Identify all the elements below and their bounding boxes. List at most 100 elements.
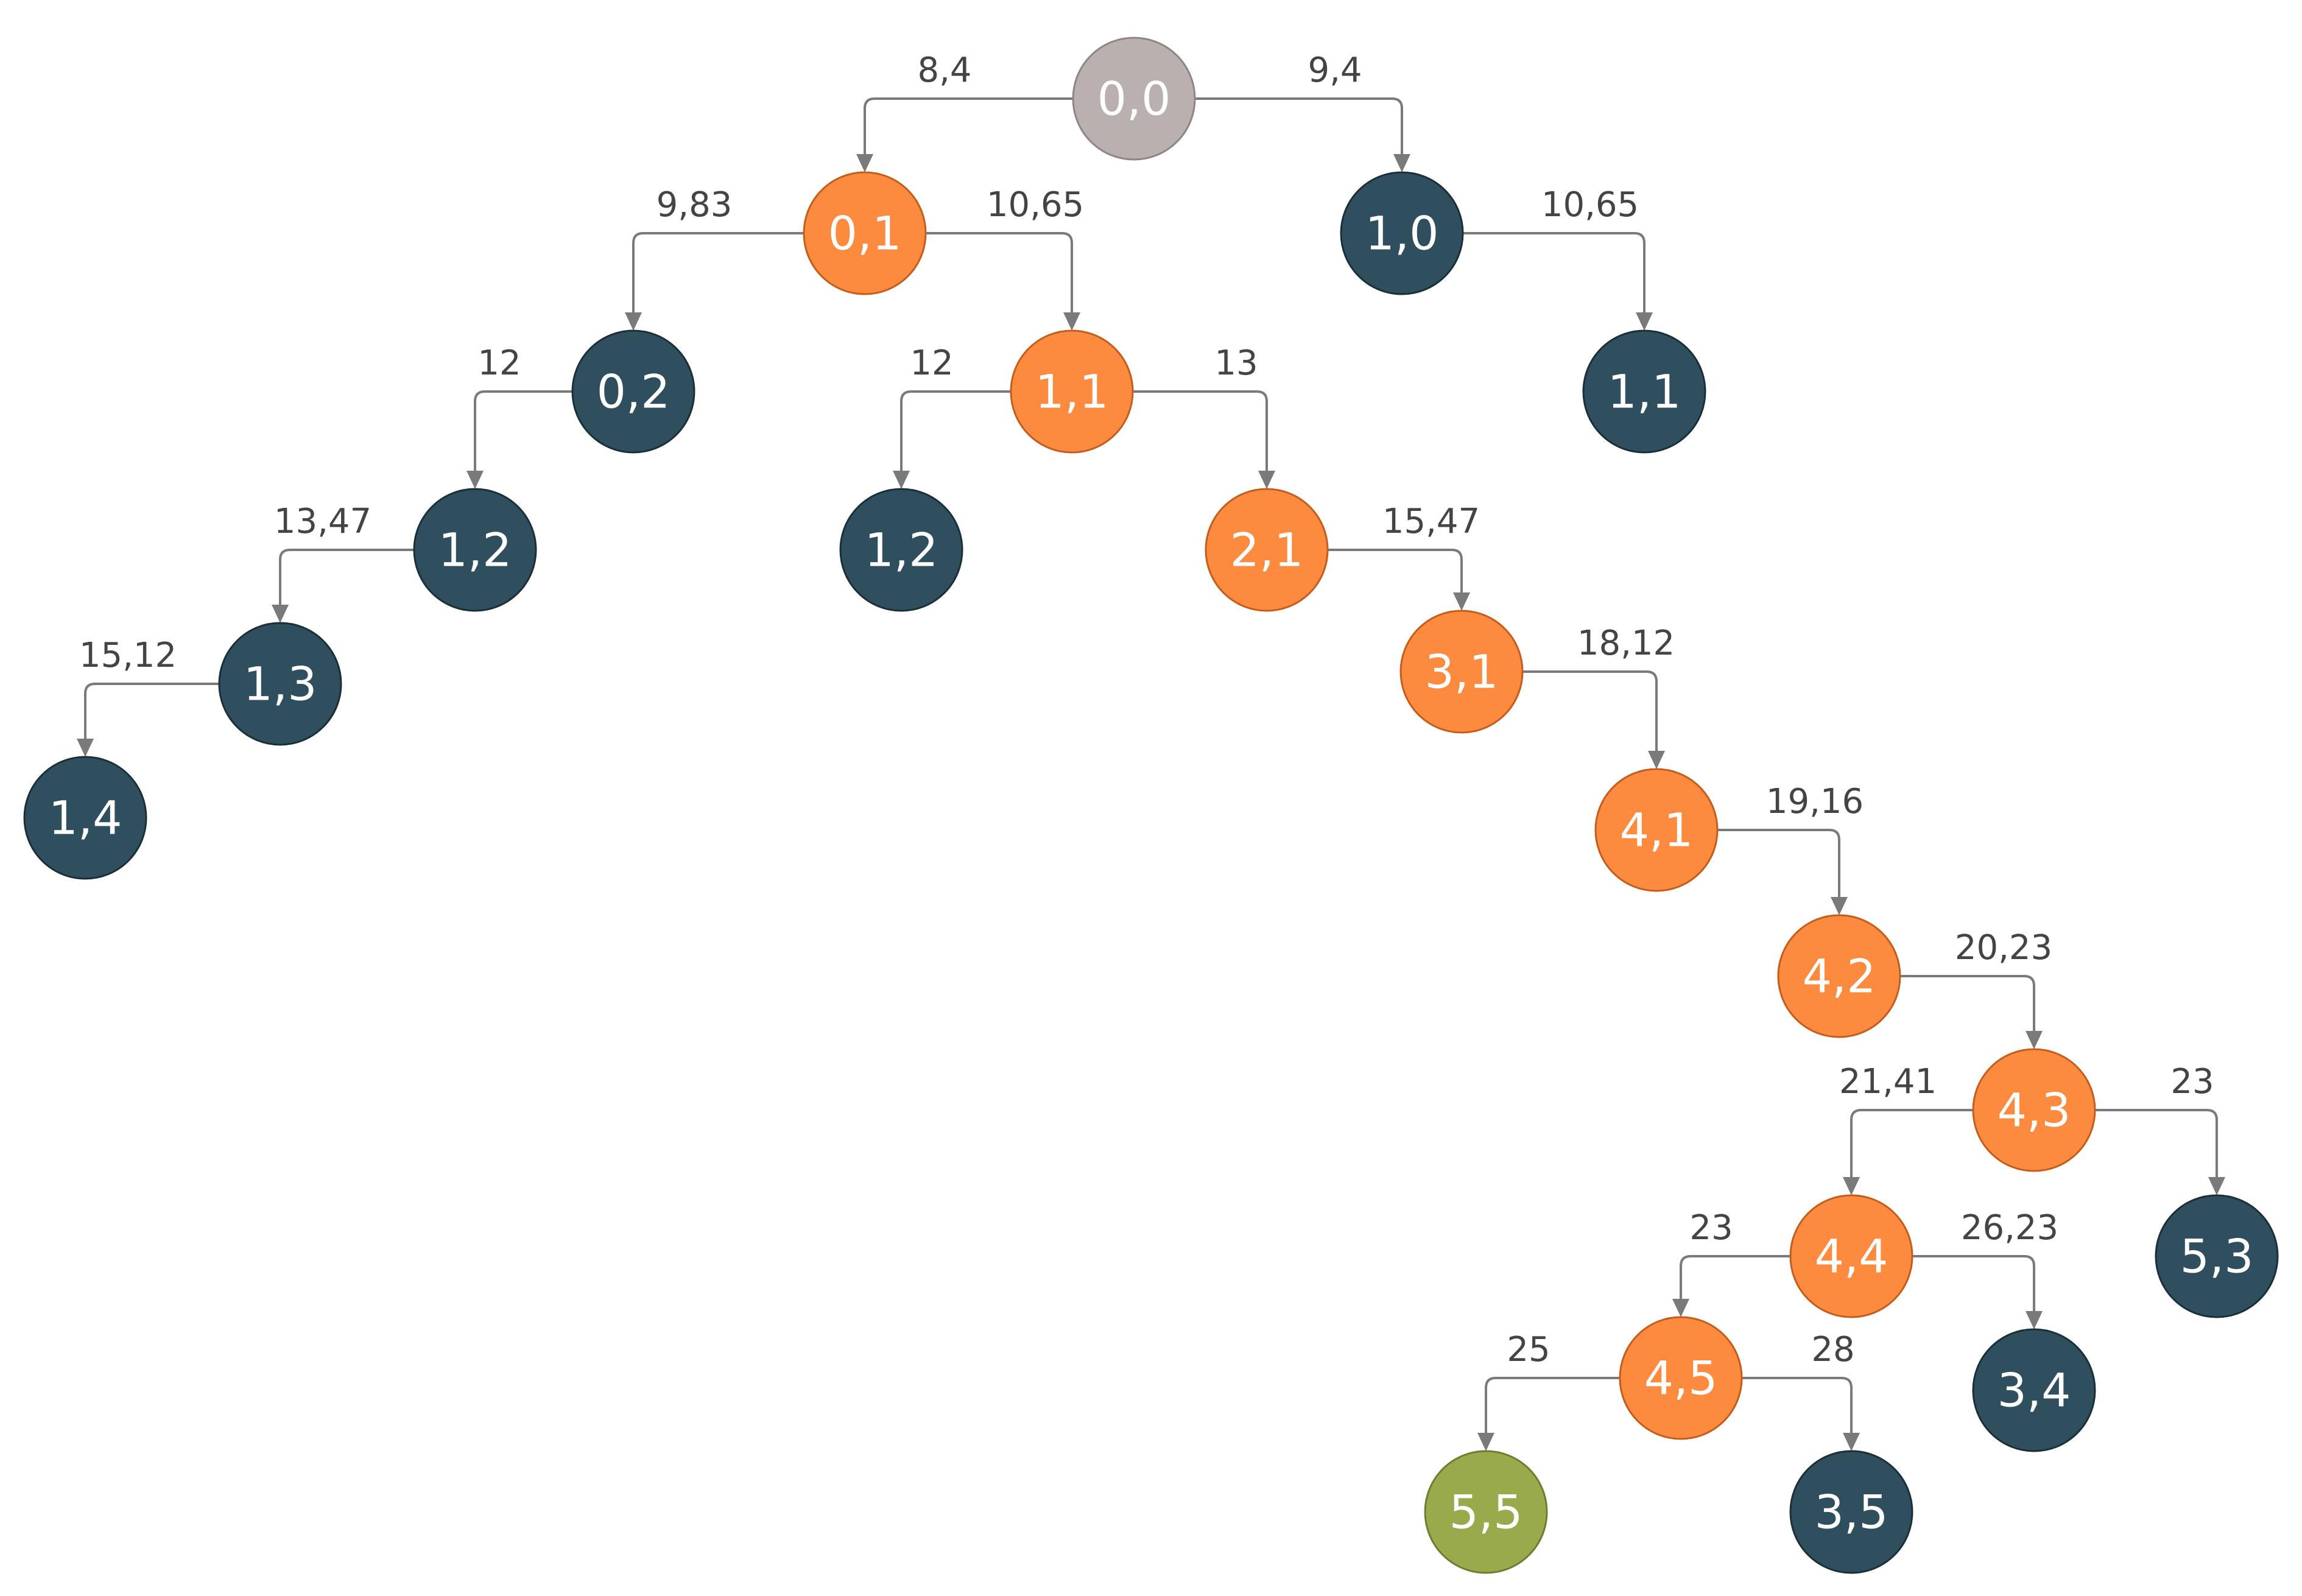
node-0-1: 0,1 <box>803 171 927 295</box>
node-circle <box>1777 914 1901 1038</box>
node-circle <box>1619 1316 1743 1440</box>
edge-n42-n43 <box>1900 975 2035 1033</box>
node-1-4: 1,4 <box>23 756 147 880</box>
edge-cost-label: 15,12 <box>79 636 177 675</box>
edge-cost-label: 20,23 <box>1955 928 2052 968</box>
edge-n43-n53 <box>2095 1109 2218 1179</box>
node-1-2: 1,2 <box>413 488 537 612</box>
node-label: 4,1 <box>1620 803 1694 857</box>
node-circle <box>1789 1450 1913 1574</box>
node-5-3: 5,3 <box>2155 1194 2279 1318</box>
edge-n01-n11 <box>926 232 1073 315</box>
node-2-1: 2,1 <box>1205 488 1329 612</box>
node-label: 3,4 <box>1998 1363 2071 1418</box>
edge-n45-n35 <box>1742 1377 1853 1435</box>
node-circle <box>1399 610 1524 734</box>
node-4-4: 4,4 <box>1789 1194 1913 1318</box>
node-1-0: 1,0 <box>1340 171 1464 295</box>
node-4-2: 4,2 <box>1777 914 1901 1038</box>
node-label: 1,3 <box>244 657 317 711</box>
arrowhead-icon <box>1831 897 1848 915</box>
node-5-5: 5,5 <box>1424 1450 1548 1574</box>
arrowhead-icon <box>272 605 289 623</box>
edge-cost-label: 28 <box>1811 1330 1854 1369</box>
arrowhead-icon <box>1648 751 1665 769</box>
arrowhead-icon <box>1843 1433 1860 1451</box>
node-label: 4,3 <box>1998 1083 2071 1137</box>
edge-cost-label: 9,83 <box>656 185 733 225</box>
edge-n13-n14 <box>84 683 219 741</box>
node-circle <box>839 488 963 612</box>
node-4-1: 4,1 <box>1594 768 1719 892</box>
arrowhead-icon <box>2026 1311 2043 1329</box>
edge-cost-label: 8,4 <box>917 51 971 90</box>
node-circle <box>23 756 147 880</box>
node-1-1: 1,1 <box>1582 329 1706 454</box>
node-4-5: 4,5 <box>1619 1316 1743 1440</box>
edge-n10-n11b <box>1463 232 1646 315</box>
node-label: 3,5 <box>1815 1485 1888 1539</box>
node-label: 1,0 <box>1365 206 1439 261</box>
arrowhead-icon <box>1393 154 1410 172</box>
node-circle <box>1424 1450 1548 1574</box>
node-circle <box>1072 37 1196 161</box>
node-0-2: 0,2 <box>571 329 695 454</box>
edge-cost-label: 13,47 <box>274 502 371 541</box>
edge-cost-label: 12 <box>910 343 953 383</box>
arrowhead-icon <box>2026 1031 2043 1049</box>
arrowhead-icon <box>1636 312 1653 331</box>
edge-n11-n21 <box>1133 390 1268 473</box>
node-circle <box>1972 1048 2096 1172</box>
edge-cost-label: 21,41 <box>1839 1062 1937 1102</box>
edge-cost-label: 23 <box>1689 1208 1733 1248</box>
arrowhead-icon <box>77 739 94 757</box>
node-circle <box>218 622 342 746</box>
edge-cost-label: 13 <box>1214 343 1258 383</box>
arrowhead-icon <box>856 154 873 172</box>
arrowhead-icon <box>893 471 910 489</box>
node-label: 4,4 <box>1815 1229 1888 1284</box>
node-1-3: 1,3 <box>218 622 342 746</box>
node-3-5: 3,5 <box>1789 1450 1913 1574</box>
edge-n43-n44 <box>1850 1109 1973 1179</box>
edge-cost-label: 9,4 <box>1308 51 1362 90</box>
node-4-3: 4,3 <box>1972 1048 2096 1172</box>
edges-layer <box>77 97 2225 1451</box>
node-1-1: 1,1 <box>1010 329 1134 454</box>
node-label: 3,1 <box>1425 645 1499 699</box>
node-label: 0,0 <box>1097 72 1171 126</box>
edge-cost-label: 19,16 <box>1766 782 1864 821</box>
edge-n00-n10 <box>1195 97 1403 156</box>
node-circle <box>1010 329 1134 454</box>
edge-cost-label: 12 <box>477 343 521 383</box>
node-label: 1,1 <box>1608 365 1681 419</box>
node-circle <box>1789 1194 1913 1318</box>
node-label: 0,2 <box>597 365 671 419</box>
edge-n31-n41 <box>1522 670 1658 753</box>
edge-n44-n34 <box>1912 1255 2035 1313</box>
edge-n00-n01 <box>864 97 1073 156</box>
node-circle <box>1582 329 1706 454</box>
node-circle <box>803 171 927 295</box>
node-label: 1,2 <box>865 523 938 577</box>
edge-cost-label: 15,47 <box>1382 502 1480 541</box>
edge-cost-label: 18,12 <box>1577 624 1675 663</box>
edge-n21-n31 <box>1328 549 1463 595</box>
edge-n11-n12b <box>900 390 1011 473</box>
node-3-4: 3,4 <box>1972 1328 2096 1452</box>
arrowhead-icon <box>1258 471 1275 489</box>
node-label: 1,2 <box>438 523 512 577</box>
edge-n44-n45 <box>1680 1255 1790 1301</box>
edge-n01-n02 <box>632 232 804 315</box>
edge-cost-label: 23 <box>2170 1062 2214 1102</box>
node-label: 1,1 <box>1035 365 1109 419</box>
nodes-layer: 0,0 0,1 1,0 0,2 1,1 1,1 1,2 1,2 2,1 1,3 3,1 1,4 4,1 4… <box>23 37 2279 1574</box>
node-0-0: 0,0 <box>1072 37 1196 161</box>
node-label: 2,1 <box>1230 523 1304 577</box>
arrowhead-icon <box>1453 592 1470 611</box>
edge-cost-label: 25 <box>1507 1330 1550 1369</box>
arrowhead-icon <box>1063 312 1080 331</box>
node-label: 4,5 <box>1644 1351 1718 1405</box>
node-label: 0,1 <box>828 206 902 261</box>
edge-n12a-n13 <box>279 549 414 607</box>
